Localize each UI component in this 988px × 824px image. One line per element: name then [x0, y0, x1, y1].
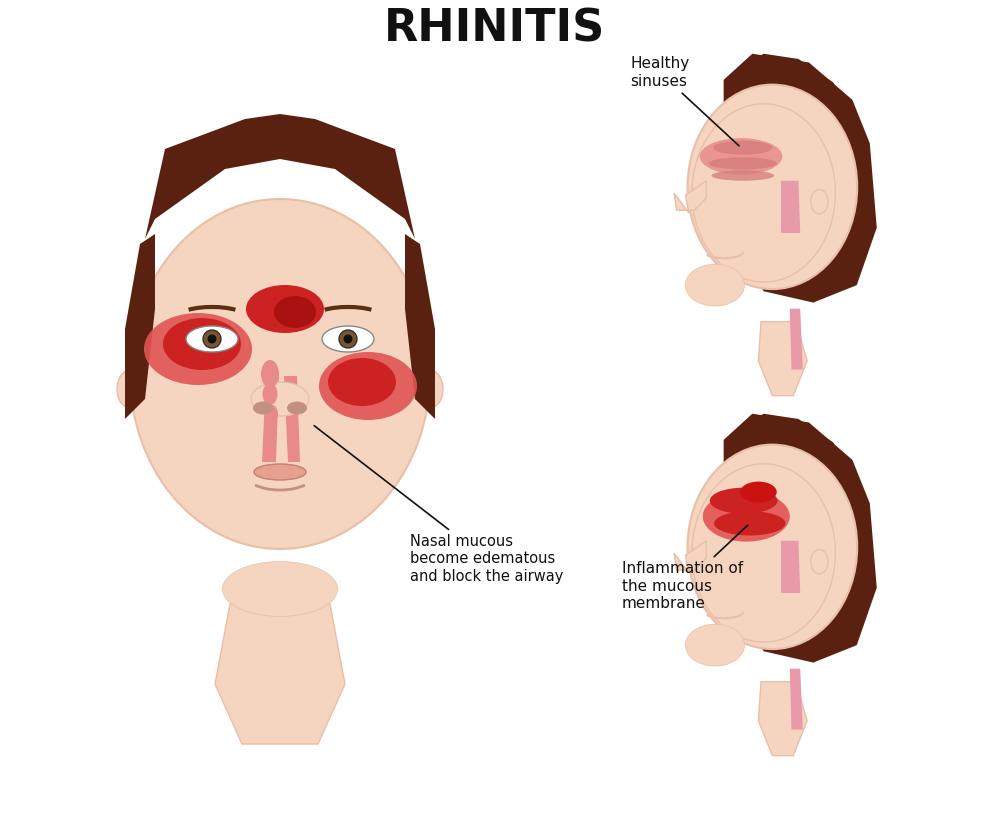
Ellipse shape	[246, 285, 324, 333]
Ellipse shape	[130, 199, 430, 549]
Polygon shape	[738, 54, 851, 117]
Ellipse shape	[266, 405, 278, 423]
Circle shape	[344, 335, 353, 344]
Polygon shape	[723, 54, 876, 302]
Ellipse shape	[253, 401, 273, 414]
Text: Healthy
sinuses: Healthy sinuses	[630, 56, 739, 146]
Ellipse shape	[117, 370, 143, 408]
Ellipse shape	[714, 511, 785, 536]
Ellipse shape	[740, 481, 777, 503]
Ellipse shape	[328, 358, 396, 406]
Polygon shape	[405, 234, 435, 419]
Ellipse shape	[688, 445, 858, 649]
Ellipse shape	[251, 382, 309, 416]
Ellipse shape	[713, 141, 773, 155]
Ellipse shape	[417, 370, 443, 408]
Polygon shape	[284, 376, 300, 462]
Polygon shape	[789, 668, 803, 729]
Ellipse shape	[186, 326, 238, 352]
Polygon shape	[215, 604, 345, 744]
Polygon shape	[723, 414, 876, 662]
Ellipse shape	[144, 313, 252, 385]
Text: Nasal mucous
become edematous
and block the airway: Nasal mucous become edematous and block …	[314, 426, 563, 583]
Ellipse shape	[702, 491, 789, 541]
Ellipse shape	[287, 401, 307, 414]
Circle shape	[203, 330, 221, 348]
Polygon shape	[125, 234, 155, 419]
Polygon shape	[759, 681, 807, 756]
Ellipse shape	[692, 104, 836, 282]
Ellipse shape	[810, 190, 828, 213]
Polygon shape	[262, 376, 279, 462]
Ellipse shape	[711, 171, 775, 180]
Ellipse shape	[708, 157, 777, 170]
Ellipse shape	[686, 265, 745, 306]
Polygon shape	[782, 541, 800, 593]
Ellipse shape	[261, 360, 279, 388]
Ellipse shape	[688, 85, 858, 289]
Ellipse shape	[686, 625, 745, 666]
Ellipse shape	[810, 550, 828, 574]
Ellipse shape	[274, 296, 316, 328]
Ellipse shape	[692, 464, 836, 642]
Text: RHINITIS: RHINITIS	[383, 7, 605, 50]
Polygon shape	[674, 541, 706, 573]
Circle shape	[339, 330, 357, 348]
Ellipse shape	[322, 326, 374, 352]
Polygon shape	[674, 180, 706, 213]
Polygon shape	[789, 309, 803, 369]
Text: Inflammation of
the mucous
membrane: Inflammation of the mucous membrane	[622, 525, 748, 611]
Polygon shape	[782, 180, 800, 233]
Ellipse shape	[254, 464, 306, 480]
Ellipse shape	[222, 561, 338, 616]
Ellipse shape	[709, 488, 778, 514]
Ellipse shape	[163, 318, 241, 370]
Ellipse shape	[319, 352, 417, 420]
Ellipse shape	[263, 383, 278, 405]
Ellipse shape	[700, 138, 782, 175]
Polygon shape	[738, 414, 851, 477]
Polygon shape	[759, 321, 807, 396]
Polygon shape	[145, 114, 415, 239]
Circle shape	[207, 335, 216, 344]
